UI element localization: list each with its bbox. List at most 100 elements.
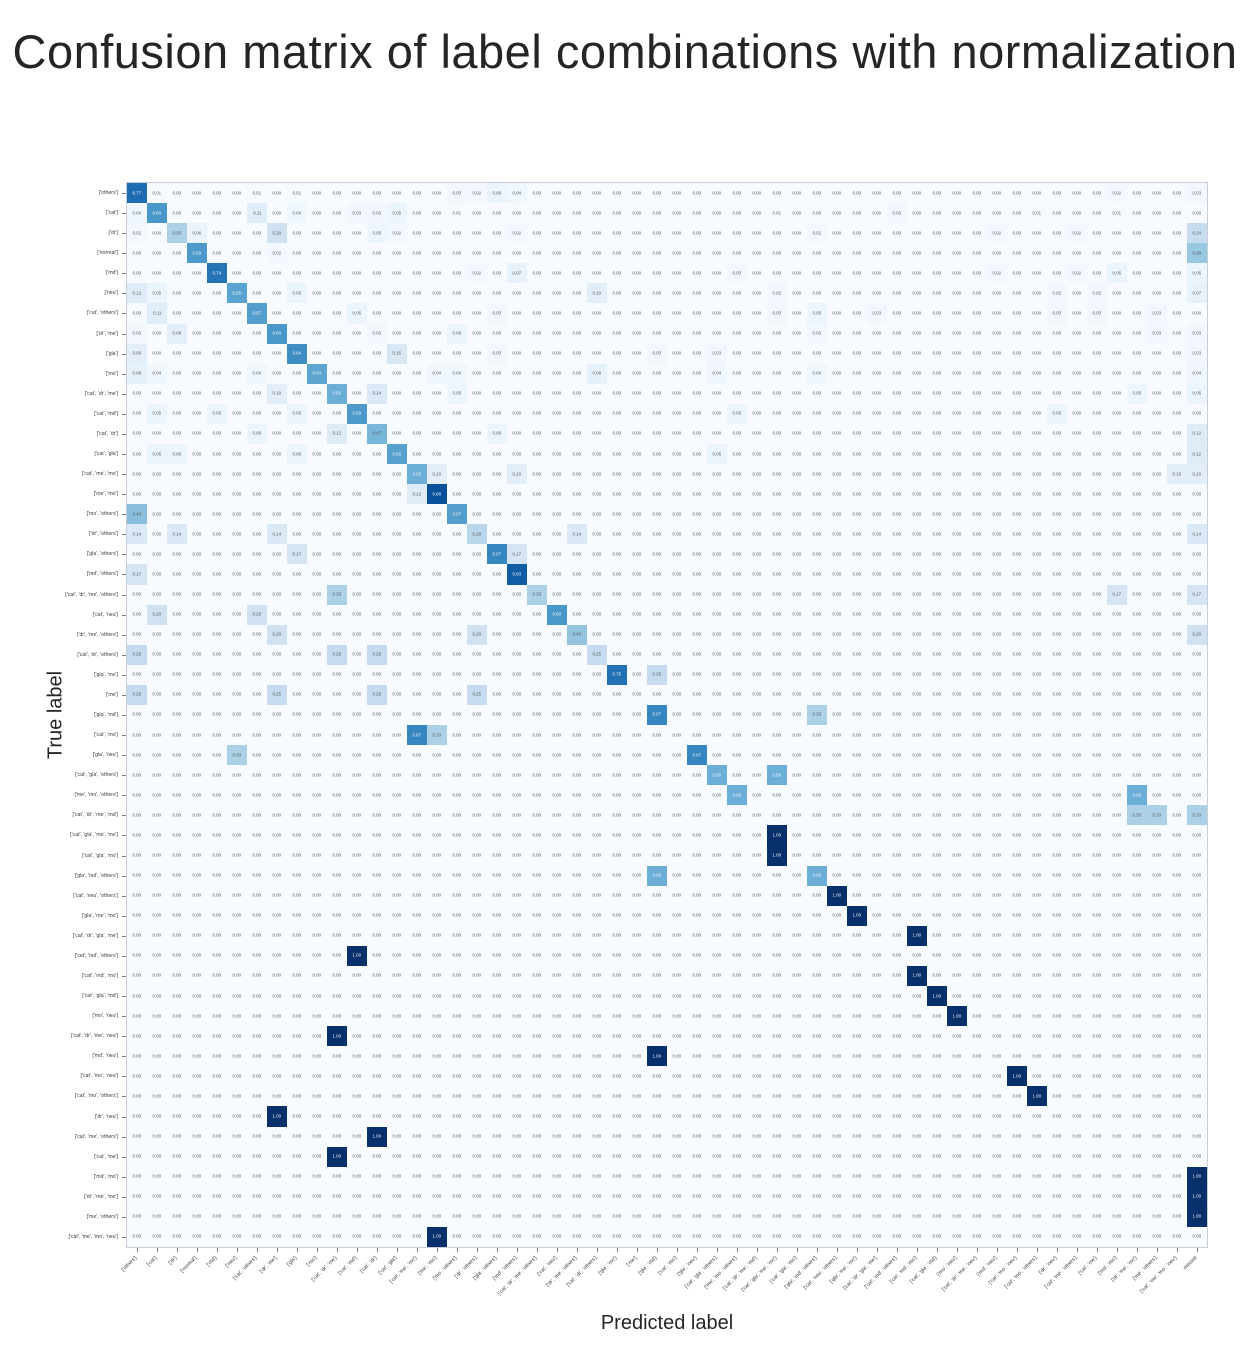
heatmap-cell: 0.00 bbox=[367, 564, 387, 585]
heatmap-cell: 1.00 bbox=[847, 905, 867, 926]
heatmap-cell: 0.00 bbox=[887, 1006, 907, 1027]
heatmap-cell: 0.00 bbox=[307, 383, 327, 404]
heatmap-cell: 0.00 bbox=[607, 745, 627, 766]
x-tick bbox=[477, 1248, 478, 1252]
heatmap-cell: 0.00 bbox=[887, 785, 907, 806]
heatmap-cell: 0.00 bbox=[1107, 745, 1127, 766]
x-tick bbox=[517, 1248, 518, 1252]
heatmap-cell: 1.00 bbox=[427, 1226, 447, 1247]
heatmap-cell: 0.00 bbox=[607, 805, 627, 826]
heatmap-cell: 0.00 bbox=[307, 584, 327, 605]
x-tick bbox=[1177, 1248, 1178, 1252]
heatmap-cell: 0.00 bbox=[1187, 785, 1207, 806]
heatmap-cell: 0.00 bbox=[227, 604, 247, 625]
heatmap-cell: 0.00 bbox=[207, 203, 227, 224]
heatmap-cell: 0.00 bbox=[707, 725, 727, 746]
heatmap-cell: 0.00 bbox=[1127, 765, 1147, 786]
heatmap-cell: 0.00 bbox=[1167, 765, 1187, 786]
heatmap-cell: 0.00 bbox=[327, 1046, 347, 1067]
heatmap-cell: 0.00 bbox=[987, 1026, 1007, 1047]
heatmap-cell: 0.00 bbox=[787, 965, 807, 987]
heatmap-cell: 0.00 bbox=[647, 564, 667, 585]
y-tick bbox=[122, 534, 126, 536]
heatmap-cell: 0.00 bbox=[287, 965, 307, 987]
heatmap-cell: 0.00 bbox=[1007, 1046, 1027, 1067]
heatmap-cell: 0.67 bbox=[687, 745, 707, 766]
heatmap-cell: 0.00 bbox=[487, 965, 507, 987]
heatmap-cell: 0.00 bbox=[967, 504, 987, 525]
x-tick bbox=[557, 1248, 558, 1252]
heatmap-cell: 0.00 bbox=[387, 1006, 407, 1027]
heatmap-cell: 0.00 bbox=[587, 865, 607, 886]
y-tick bbox=[122, 735, 126, 737]
heatmap-cell: 0.00 bbox=[1067, 383, 1087, 404]
heatmap-cell: 0.00 bbox=[1067, 704, 1087, 726]
heatmap-cell: 0.00 bbox=[267, 1046, 287, 1067]
heatmap-cell: 0.00 bbox=[487, 604, 507, 625]
heatmap-cell: 0.00 bbox=[547, 1226, 567, 1247]
heatmap-cell: 0.00 bbox=[787, 423, 807, 444]
heatmap-cell: 1.00 bbox=[267, 1106, 287, 1127]
heatmap-cell: 0.00 bbox=[207, 885, 227, 906]
heatmap-cell: 0.00 bbox=[347, 484, 367, 505]
heatmap-cell: 0.00 bbox=[1107, 403, 1127, 424]
heatmap-cell: 0.07 bbox=[1187, 283, 1207, 304]
heatmap-cell: 0.00 bbox=[1107, 1066, 1127, 1087]
heatmap-cell: 0.00 bbox=[567, 584, 587, 605]
heatmap-cell: 0.00 bbox=[727, 283, 747, 304]
heatmap-cell: 0.00 bbox=[787, 1006, 807, 1027]
heatmap-cell: 0.00 bbox=[147, 564, 167, 585]
y-tick bbox=[122, 413, 126, 415]
heatmap-cell: 0.00 bbox=[687, 504, 707, 525]
heatmap-cell: 0.00 bbox=[427, 303, 447, 324]
heatmap-cell: 0.00 bbox=[827, 905, 847, 926]
heatmap-cell: 0.00 bbox=[607, 343, 627, 364]
heatmap-cell: 0.00 bbox=[567, 1106, 587, 1127]
heatmap-cell: 0.00 bbox=[407, 363, 427, 384]
heatmap-cell: 0.00 bbox=[627, 1206, 647, 1227]
heatmap-cell: 0.00 bbox=[1067, 183, 1087, 204]
heatmap-cell: 0.00 bbox=[907, 865, 927, 886]
heatmap-cell: 0.00 bbox=[507, 403, 527, 424]
heatmap-cell: 0.00 bbox=[967, 564, 987, 585]
heatmap-cell: 0.00 bbox=[1167, 564, 1187, 585]
heatmap-cell: 0.00 bbox=[367, 885, 387, 906]
heatmap-cell: 0.00 bbox=[507, 765, 527, 786]
heatmap-cell: 0.00 bbox=[287, 986, 307, 1007]
heatmap-cell: 0.00 bbox=[507, 745, 527, 766]
heatmap-cell: 0.00 bbox=[1087, 1066, 1107, 1087]
heatmap-cell: 0.00 bbox=[767, 1026, 787, 1047]
heatmap-cell: 0.00 bbox=[707, 925, 727, 946]
heatmap-cell: 0.00 bbox=[307, 1086, 327, 1107]
heatmap-cell: 0.00 bbox=[547, 925, 567, 946]
heatmap-cell: 0.00 bbox=[1147, 785, 1167, 806]
heatmap-cell: 0.00 bbox=[207, 1046, 227, 1067]
heatmap-cell: 0.00 bbox=[247, 383, 267, 404]
heatmap-cell: 0.00 bbox=[347, 644, 367, 665]
heatmap-cell: 0.00 bbox=[267, 644, 287, 665]
heatmap-cell: 0.02 bbox=[507, 223, 527, 244]
y-tick-label: ['cat', 'others'] bbox=[86, 310, 118, 317]
heatmap-cell: 0.00 bbox=[947, 1146, 967, 1167]
heatmap-cell: 0.00 bbox=[1127, 1226, 1147, 1247]
heatmap-cell: 0.00 bbox=[1007, 363, 1027, 384]
heatmap-cell: 0.00 bbox=[347, 925, 367, 946]
heatmap-cell: 0.00 bbox=[727, 1126, 747, 1147]
heatmap-cell: 0.67 bbox=[407, 725, 427, 746]
heatmap-cell: 0.00 bbox=[407, 1106, 427, 1127]
heatmap-cell: 0.00 bbox=[927, 464, 947, 485]
heatmap-cell: 0.00 bbox=[907, 423, 927, 444]
heatmap-cell: 0.00 bbox=[467, 564, 487, 585]
heatmap-cell: 0.00 bbox=[587, 1206, 607, 1227]
heatmap-cell: 0.00 bbox=[227, 504, 247, 525]
heatmap-cell: 0.00 bbox=[667, 604, 687, 625]
heatmap-cell: 0.00 bbox=[587, 243, 607, 264]
heatmap-cell: 0.00 bbox=[387, 704, 407, 726]
heatmap-cell: 0.00 bbox=[147, 905, 167, 926]
heatmap-cell: 0.00 bbox=[1087, 725, 1107, 746]
heatmap-cell: 0.00 bbox=[1067, 363, 1087, 384]
heatmap-cell: 0.33 bbox=[527, 584, 547, 605]
heatmap-cell: 0.00 bbox=[827, 544, 847, 565]
heatmap-cell: 0.00 bbox=[1047, 464, 1067, 485]
heatmap-cell: 0.00 bbox=[827, 1166, 847, 1187]
